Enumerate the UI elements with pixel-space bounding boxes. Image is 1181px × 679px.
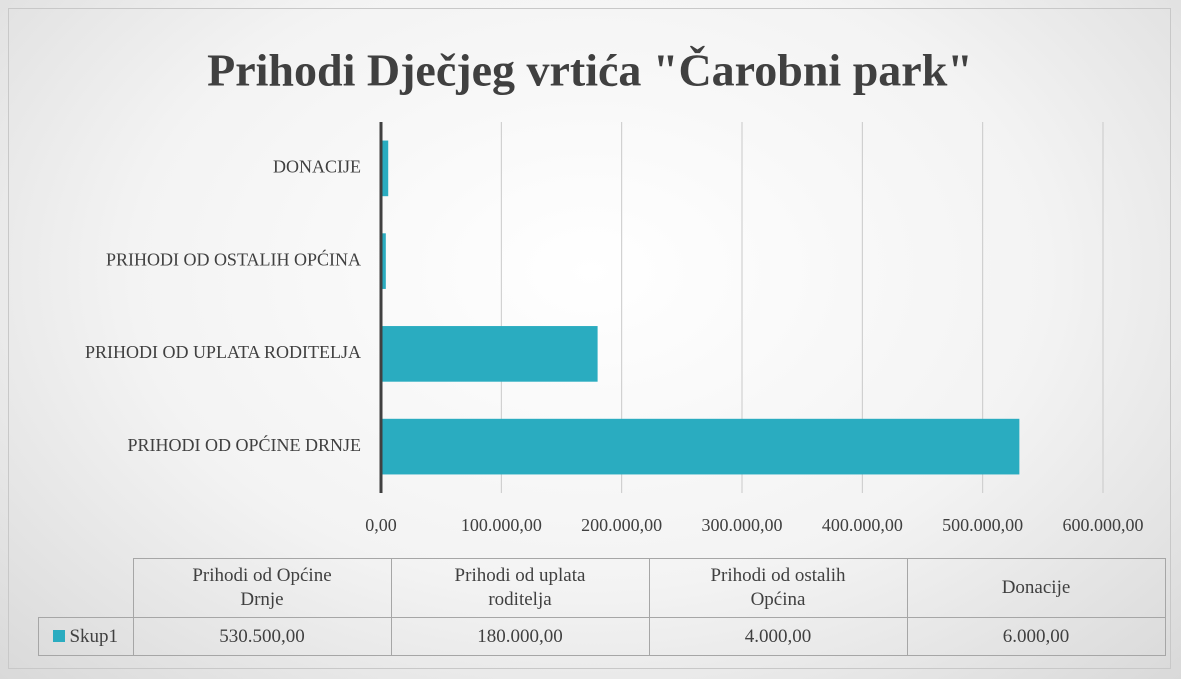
table-value-cell: 4.000,00 — [648, 617, 908, 656]
table-header-label: Donacije — [1001, 577, 1071, 598]
legend-key — [53, 629, 66, 642]
table-header-label: Prihodi od Općine Drnje — [192, 565, 332, 610]
y-tick-label: Prihodi od ostalih Općina — [106, 248, 361, 269]
bar — [381, 418, 1020, 475]
x-tick-label: 0,00 — [365, 515, 397, 535]
table-header-row: Prihodi od Općine Drnje Prihodi od uplata… — [38, 558, 1166, 618]
x-tick-label: 100.000,00 — [461, 515, 542, 535]
table-value-cell: 180.000,00 — [390, 617, 650, 656]
y-tick-label: Donacije — [273, 157, 361, 177]
legend-cell: Skup1 — [38, 617, 134, 656]
x-tick-label: 500.000,00 — [942, 515, 1023, 535]
legend-label: Skup1 — [69, 625, 119, 647]
y-tick-label: Prihodi od uplata roditelja — [85, 342, 361, 362]
table-value-cell: 6.000,00 — [906, 617, 1166, 656]
y-tick-label: Prihodi od Općine Drnje — [127, 434, 361, 455]
chart-title: Prihodi Dječjeg vrtića "Čarobni park" — [207, 45, 973, 96]
table-corner — [38, 558, 134, 618]
bar — [381, 233, 386, 289]
x-tick-label: 200.000,00 — [581, 515, 662, 535]
table-header-label: Prihodi od uplata roditelja — [454, 565, 586, 610]
table-value-cell: 530.500,00 — [132, 617, 392, 656]
table-header-cell: Prihodi od ostalih Općina — [648, 558, 908, 618]
bar — [381, 326, 598, 382]
table-header-cell: Prihodi od Općine Drnje — [132, 558, 392, 618]
x-tick-label: 600.000,00 — [1063, 515, 1144, 535]
x-tick-label: 400.000,00 — [822, 515, 903, 535]
x-tick-label: 300.000,00 — [702, 515, 783, 535]
table-header-cell: Prihodi od uplata roditelja — [390, 558, 650, 618]
table-data-row: Skup1 530.500,00 180.000,00 4.000,00 6.000,… — [38, 617, 1166, 656]
chart-frame — [8, 8, 1171, 669]
table-header-cell: Donacije — [906, 558, 1166, 618]
bar — [381, 140, 389, 197]
table-header-label: Prihodi od ostalih Općina — [710, 565, 846, 610]
data-table: Prihodi od Općine Drnje Prihodi od uplata… — [38, 558, 1166, 656]
